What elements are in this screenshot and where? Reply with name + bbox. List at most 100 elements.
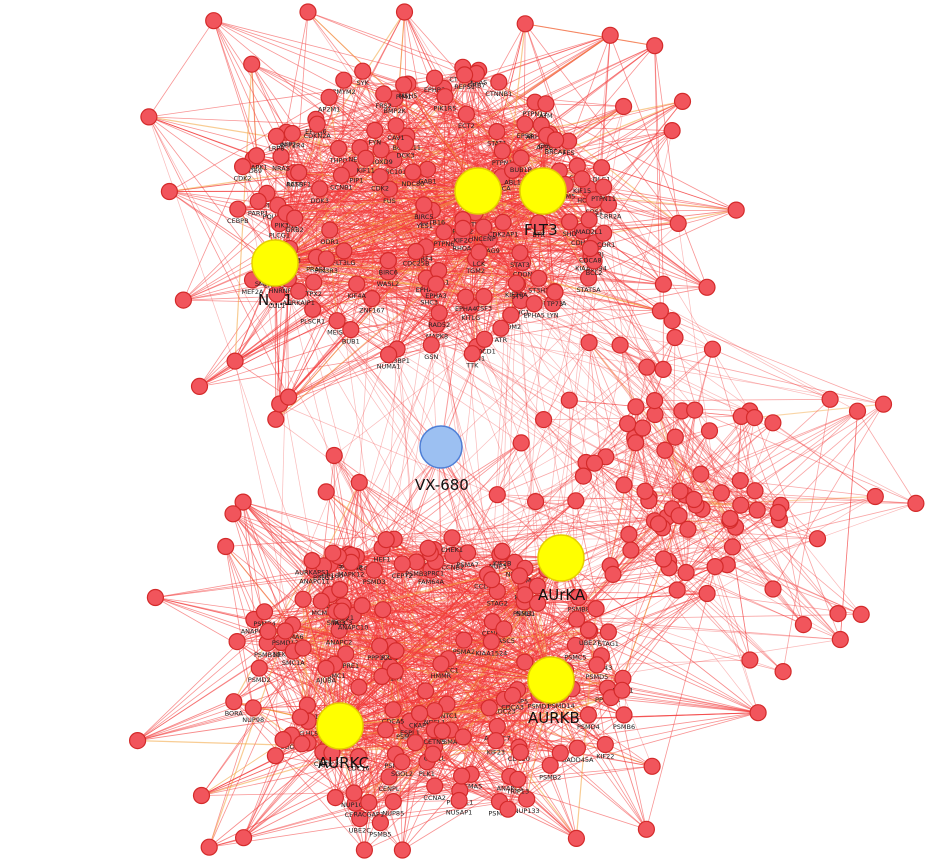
protein-node[interactable] (698, 278, 716, 296)
protein-node-circle[interactable] (345, 784, 363, 802)
protein-node-circle[interactable] (377, 721, 395, 739)
protein-node-circle[interactable] (560, 213, 579, 231)
protein-node[interactable]: STAG1 (598, 623, 619, 648)
protein-node-circle[interactable] (375, 85, 393, 103)
protein-node[interactable] (528, 577, 547, 595)
protein-node-circle[interactable] (745, 409, 764, 427)
protein-node-circle[interactable] (579, 706, 598, 724)
hub-node-circle[interactable] (454, 167, 502, 215)
protein-node-circle[interactable] (499, 800, 517, 818)
protein-node[interactable] (764, 414, 782, 432)
protein-node-circle[interactable] (679, 520, 697, 538)
protein-node[interactable]: MDM2 (501, 306, 521, 331)
protein-node[interactable] (534, 411, 553, 429)
protein-node-circle[interactable] (503, 161, 522, 179)
protein-node[interactable] (160, 182, 178, 201)
protein-node-circle[interactable] (487, 732, 505, 750)
protein-node-circle[interactable] (267, 410, 285, 428)
protein-node[interactable] (353, 596, 371, 615)
protein-node-circle[interactable] (355, 841, 373, 859)
protein-node[interactable] (331, 580, 349, 599)
protein-node-circle[interactable] (512, 149, 530, 167)
protein-node[interactable] (654, 275, 673, 293)
protein-node[interactable]: INCENP (472, 218, 496, 243)
hub-node[interactable] (454, 167, 502, 215)
protein-node-circle[interactable] (488, 717, 506, 736)
protein-node-circle[interactable] (516, 115, 534, 133)
protein-node[interactable]: SHD (560, 213, 579, 238)
protein-node-circle[interactable] (530, 214, 548, 232)
protein-node[interactable]: GRB2 (286, 209, 304, 234)
protein-node[interactable]: PTPN6 (434, 223, 455, 248)
protein-node-circle[interactable] (510, 567, 529, 585)
protein-node[interactable] (669, 214, 687, 232)
protein-node-circle[interactable] (580, 334, 598, 352)
protein-node[interactable] (419, 539, 437, 557)
protein-node-circle[interactable] (320, 88, 338, 107)
protein-node-circle[interactable] (294, 590, 312, 608)
protein-node-circle[interactable] (592, 159, 611, 177)
protein-node-circle[interactable] (235, 829, 253, 847)
protein-node-circle[interactable] (669, 214, 687, 232)
protein-node-circle[interactable] (673, 92, 692, 111)
protein-node[interactable]: PIK1R5 (434, 88, 457, 113)
protein-node-circle[interactable] (348, 275, 366, 293)
protein-node[interactable]: ZNF167 (359, 290, 385, 315)
protein-node[interactable]: GADD45A (561, 739, 594, 764)
protein-node-circle[interactable] (685, 490, 703, 509)
protein-node[interactable]: BIRC6 (379, 252, 398, 277)
protein-node[interactable]: PSMB5 (369, 814, 392, 839)
protein-node-circle[interactable] (274, 730, 292, 749)
protein-node-circle[interactable] (656, 441, 674, 459)
protein-node-circle[interactable] (585, 191, 603, 209)
protein-node-circle[interactable] (821, 390, 839, 408)
protein-node-circle[interactable] (304, 300, 322, 318)
protein-node-circle[interactable] (507, 274, 525, 292)
hub-node-circle[interactable] (537, 534, 585, 582)
protein-node[interactable]: MAPK1 (245, 147, 268, 172)
protein-node[interactable]: EPHA3 (425, 275, 447, 300)
protein-node-circle[interactable] (459, 544, 477, 562)
protein-node[interactable]: ST3H3 (528, 269, 549, 294)
protein-node-circle[interactable] (482, 632, 500, 651)
protein-node[interactable]: PSMD4 (577, 706, 600, 731)
protein-node[interactable]: PIK3R3 (315, 250, 338, 275)
protein-node[interactable] (551, 744, 569, 762)
protein-node-circle[interactable] (727, 201, 745, 219)
protein-node-circle[interactable] (217, 537, 235, 556)
protein-node[interactable] (732, 496, 750, 514)
protein-node-circle[interactable] (643, 757, 661, 775)
protein-node-circle[interactable] (794, 615, 813, 634)
protein-node-circle[interactable] (160, 182, 178, 201)
protein-node-circle[interactable] (426, 702, 444, 720)
protein-node-circle[interactable] (686, 401, 704, 419)
protein-node[interactable] (200, 838, 218, 856)
protein-node[interactable] (721, 509, 739, 528)
protein-node[interactable]: CDC25B (403, 242, 430, 268)
protein-node[interactable]: STAT1 (487, 123, 507, 148)
protein-node[interactable]: AJUBA (316, 659, 337, 684)
protein-node-circle[interactable] (276, 622, 294, 640)
protein-node-circle[interactable] (596, 735, 614, 754)
protein-node-circle[interactable] (470, 243, 488, 261)
protein-node[interactable] (350, 678, 368, 696)
protein-node[interactable] (574, 467, 593, 485)
protein-node-circle[interactable] (387, 117, 405, 135)
protein-node-circle[interactable] (651, 302, 670, 320)
protein-node[interactable]: STAT5A (577, 269, 602, 294)
protein-node[interactable]: CCNA2 (423, 777, 446, 802)
protein-node[interactable] (512, 434, 530, 452)
protein-node[interactable]: BIRC5 (414, 196, 434, 221)
protein-node[interactable]: EPHB2 (424, 69, 446, 94)
protein-node[interactable] (646, 37, 664, 55)
protein-node-circle[interactable] (380, 180, 398, 198)
protein-node[interactable]: CCNB1 (330, 166, 353, 191)
protein-node[interactable] (745, 409, 764, 427)
protein-node[interactable]: PSMB2 (539, 756, 561, 781)
protein-node[interactable] (510, 567, 529, 585)
protein-node-circle[interactable] (371, 814, 389, 832)
protein-node-circle[interactable] (332, 166, 350, 184)
protein-node[interactable] (488, 486, 506, 504)
protein-node-circle[interactable] (666, 328, 684, 347)
protein-node-circle[interactable] (587, 600, 605, 618)
